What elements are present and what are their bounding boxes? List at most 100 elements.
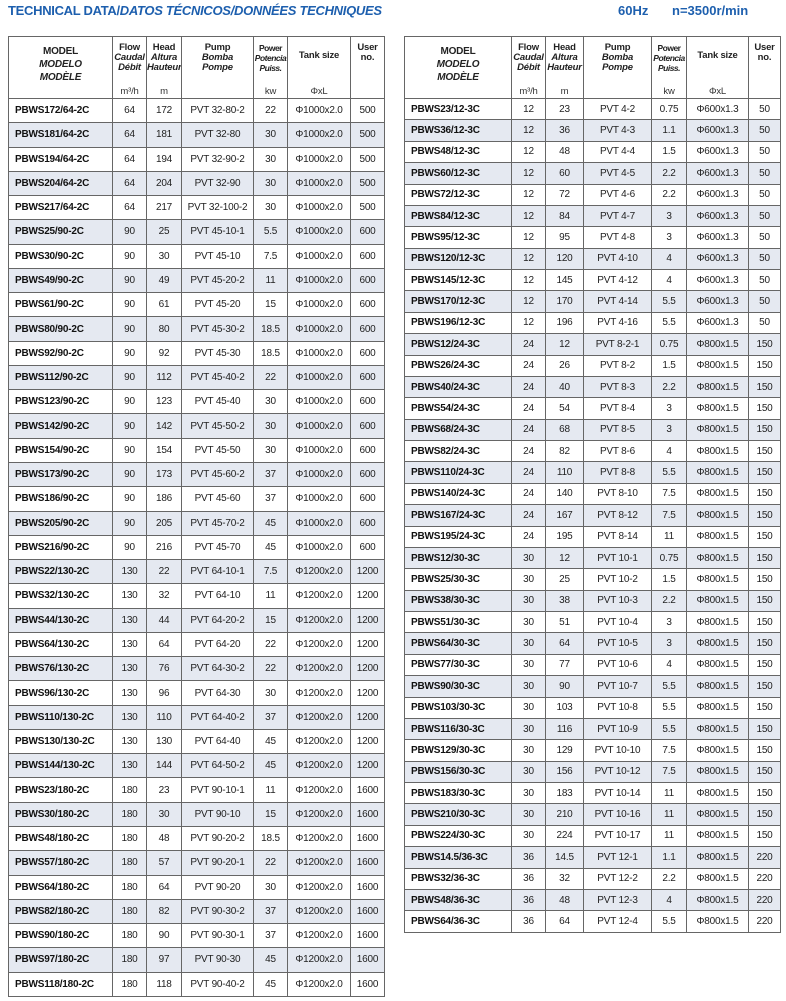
- flow-en: Flow: [119, 42, 140, 53]
- table-row: PBWS90/180-2C 180 90 PVT 90-30-1 37 Φ1200x2.0…: [8, 923, 385, 949]
- cell-model: PBWS156/30-3C: [404, 760, 512, 784]
- cell-head: 72: [545, 183, 584, 206]
- cell-power: 11: [253, 583, 288, 609]
- table-row: PBWS144/130-2C 130 144 PVT 64-50-2 45 Φ1200x2…: [8, 753, 385, 779]
- cell-user-no: 1200: [350, 680, 385, 706]
- cell-tank-size: Φ600x1.3: [686, 268, 749, 292]
- cell-user-no: 500: [350, 170, 385, 197]
- cell-flow: 130: [112, 753, 147, 779]
- cell-power: 30: [253, 874, 288, 900]
- table-row: PBWS92/90-2C 90 92 PVT 45-30 18.5 Φ1000x2.0 60…: [8, 340, 385, 366]
- cell-tank-size: Φ1000x2.0: [287, 292, 351, 318]
- cell-user-no: 50: [748, 140, 781, 164]
- cell-head: 204: [146, 170, 182, 197]
- cell-head: 30: [146, 801, 182, 827]
- cell-pump: PVT 45-10-1: [181, 219, 254, 245]
- cell-head: 25: [146, 219, 182, 245]
- cell-user-no: 600: [350, 461, 385, 488]
- cell-model: PBWS48/12-3C: [404, 140, 512, 164]
- cell-tank-size: Φ800x1.5: [686, 439, 749, 463]
- cell-head: 23: [545, 97, 584, 121]
- cell-flow: 12: [511, 290, 546, 313]
- cell-flow: 90: [112, 510, 147, 536]
- cell-head: 49: [146, 267, 182, 294]
- cell-flow: 24: [511, 461, 546, 484]
- cell-flow: 90: [112, 413, 147, 439]
- cell-user-no: 600: [350, 510, 385, 536]
- cell-flow: 12: [511, 247, 546, 271]
- unit-tank: ΦxL: [287, 84, 351, 99]
- cell-pump: PVT 90-10-1: [181, 777, 254, 803]
- cell-power: 4: [651, 247, 687, 271]
- cell-head: 116: [545, 717, 584, 741]
- cell-user-no: 600: [350, 364, 385, 391]
- cell-tank-size: Φ1000x2.0: [287, 437, 351, 463]
- table-row: PBWS142/90-2C 90 142 PVT 45-50-2 30 Φ1000x2.0…: [8, 413, 385, 439]
- cell-tank-size: Φ1000x2.0: [287, 267, 351, 294]
- page-title: TECHNICAL DATA/DATOS TÉCNICOS/DONNÉES TE…: [8, 3, 382, 18]
- head-en: Head: [553, 42, 576, 53]
- cell-power: 37: [253, 898, 288, 925]
- user-label: User: [754, 42, 775, 53]
- cell-model: PBWS30/90-2C: [8, 243, 113, 269]
- table-row: PBWS90/30-3C 30 90 PVT 10-7 5.5 Φ800x1.5 150: [404, 675, 781, 698]
- cell-head: 183: [545, 781, 584, 805]
- cell-flow: 180: [112, 923, 147, 949]
- cell-head: 97: [146, 947, 182, 973]
- table-row: PBWS224/30-3C 30 224 PVT 10-17 11 Φ800x1.5 150: [404, 824, 781, 848]
- cell-head: 172: [146, 97, 182, 124]
- cell-model: PBWS12/24-3C: [404, 333, 512, 356]
- cell-head: 48: [146, 825, 182, 852]
- cell-pump: PVT 4-6: [583, 183, 652, 206]
- cell-head: 96: [146, 680, 182, 706]
- header-row: MODEL MODELO MODÈLE Flow Caudal Débit Head Al…: [8, 36, 385, 85]
- cell-pump: PVT 4-3: [583, 119, 652, 142]
- cell-power: 11: [253, 267, 288, 294]
- table-row: PBWS80/90-2C 90 80 PVT 45-30-2 18.5 Φ1000x2.0…: [8, 316, 385, 342]
- table-row: PBWS186/90-2C 90 186 PVT 45-60 37 Φ1000x2.0 60…: [8, 486, 385, 512]
- col-pump: Pump Bomba Pompe: [583, 36, 652, 85]
- cell-head: 51: [545, 610, 584, 634]
- head-fr: Hauteur: [547, 62, 582, 73]
- cell-flow: 90: [112, 364, 147, 391]
- cell-power: 5.5: [651, 717, 687, 741]
- cell-model: PBWS68/24-3C: [404, 418, 512, 442]
- cell-flow: 30: [511, 717, 546, 741]
- cell-tank-size: Φ600x1.3: [686, 204, 749, 228]
- cell-pump: PVT 10-6: [583, 653, 652, 677]
- cell-model: PBWS145/12-3C: [404, 268, 512, 292]
- cell-model: PBWS103/30-3C: [404, 696, 512, 719]
- cell-model: PBWS48/180-2C: [8, 825, 113, 852]
- cell-user-no: 600: [350, 534, 385, 561]
- cell-user-no: 50: [748, 290, 781, 313]
- cell-tank-size: Φ1200x2.0: [287, 898, 351, 925]
- cell-user-no: 150: [748, 610, 781, 634]
- cell-flow: 24: [511, 439, 546, 463]
- table-row: PBWS181/64-2C 64 181 PVT 32-80 30 Φ1000x2.0 50…: [8, 122, 385, 148]
- cell-flow: 90: [112, 267, 147, 294]
- model-es: MODELO: [436, 59, 480, 70]
- cell-flow: 24: [511, 482, 546, 506]
- cell-model: PBWS154/90-2C: [8, 437, 113, 463]
- pump-en: Pump: [604, 42, 631, 53]
- cell-user-no: 1600: [350, 971, 385, 997]
- cell-user-no: 50: [748, 204, 781, 228]
- cell-tank-size: Φ1000x2.0: [287, 122, 351, 148]
- cell-head: 32: [146, 583, 182, 609]
- cell-model: PBWS167/24-3C: [404, 504, 512, 527]
- cell-model: PBWS204/64-2C: [8, 170, 113, 197]
- cell-flow: 130: [112, 607, 147, 633]
- cell-pump: PVT 45-50-2: [181, 413, 254, 439]
- cell-model: PBWS95/12-3C: [404, 226, 512, 249]
- cell-model: PBWS142/90-2C: [8, 413, 113, 439]
- table-row: PBWS48/12-3C 12 48 PVT 4-4 1.5 Φ600x1.3 50: [404, 140, 781, 164]
- cell-model: PBWS116/30-3C: [404, 717, 512, 741]
- cell-power: 2.2: [651, 162, 687, 185]
- table-row: PBWS156/30-3C 30 156 PVT 10-12 7.5 Φ800x1.5 15…: [404, 760, 781, 784]
- cell-tank-size: Φ800x1.5: [686, 696, 749, 719]
- unit-user: [350, 84, 385, 99]
- table-row: PBWS25/30-3C 30 25 PVT 10-2 1.5 Φ800x1.5 150: [404, 568, 781, 591]
- cell-model: PBWS23/12-3C: [404, 97, 512, 121]
- cell-power: 0.75: [651, 333, 687, 356]
- cell-user-no: 1600: [350, 850, 385, 876]
